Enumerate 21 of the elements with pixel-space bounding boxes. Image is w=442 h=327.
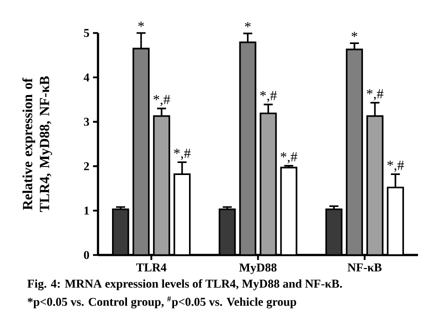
- text: *p<0.05 vs. Control group, $^{#}$p<0.05 vs. Vehicle group: [28, 296, 296, 308]
- data-label: *,#: [387, 160, 404, 172]
- x-tick-label: NF-κB: [348, 264, 382, 272]
- y-axis-title: Relative expression of TLR4, MyD88, NF-κB: [22, 76, 52, 212]
- y-tick-label: 5: [84, 29, 90, 37]
- data-label: *,#: [366, 89, 384, 101]
- x-tick-label: MyD88: [239, 264, 277, 274]
- data-label: *,#: [260, 91, 277, 102]
- data-label: *: [138, 22, 144, 27]
- y-tick-label: 0: [84, 250, 90, 260]
- data-label: *,#: [154, 94, 170, 106]
- y-tick-label: 4: [84, 73, 90, 82]
- data-label: *,#: [174, 148, 191, 160]
- data-label: *,#: [280, 152, 298, 164]
- y-tick-label: 2: [84, 162, 89, 170]
- data-label: *: [352, 32, 358, 37]
- caption: Fig. 4: MRNA expression levels of TLR4, MyD88 and NF-κB.: [27, 279, 342, 290]
- data-label: *: [244, 22, 251, 28]
- y-tick-label: 3: [84, 118, 90, 126]
- y-tick-label: 1: [84, 206, 89, 215]
- x-tick-label: TLR4: [136, 263, 166, 272]
